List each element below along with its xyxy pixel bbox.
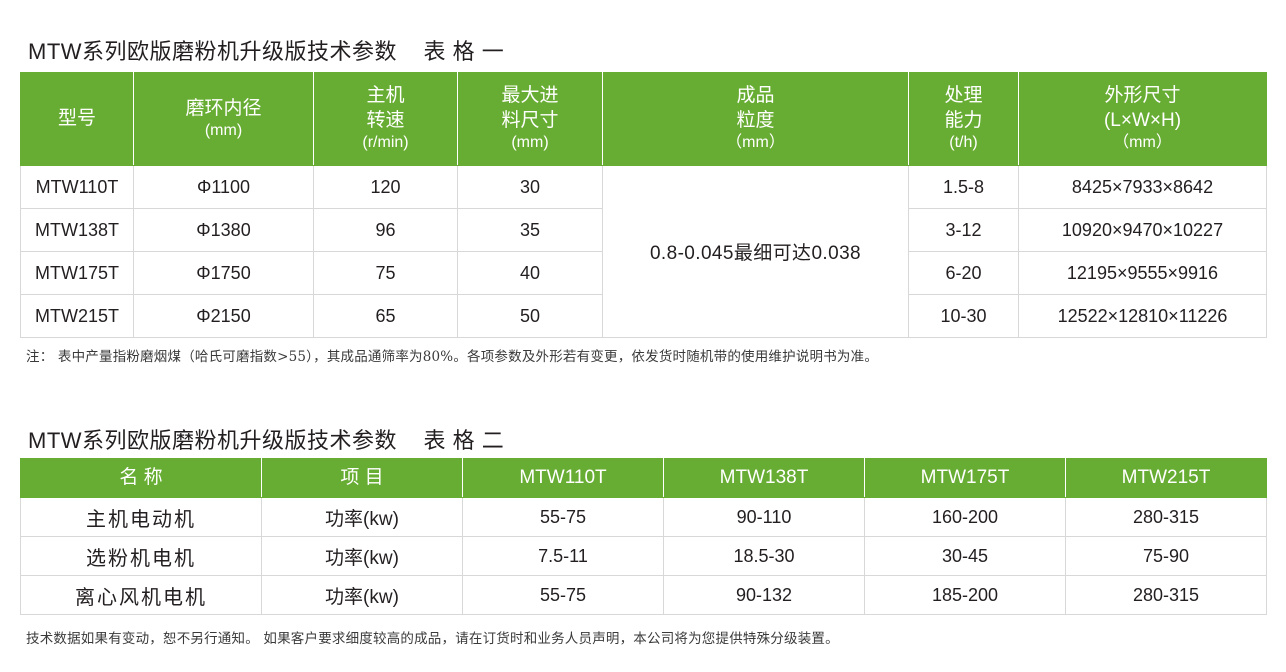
col-header-product-fineness-unit: （mm） — [726, 134, 785, 152]
table-1-header-row: 型号 磨环内径 (mm) 主机 转速 (r/min) 最大进 料尺寸 (mm) — [20, 72, 1267, 166]
cell-ring-diameter: Φ1750 — [133, 251, 314, 295]
col-header-overall-dimensions: 外形尺寸 (L×W×H) （mm） — [1018, 72, 1267, 166]
col-header-product-fineness-line1: 成品 — [736, 85, 775, 107]
cell-item: 功率(kw) — [261, 497, 463, 537]
table-2-header-row: 名 称 项 目 MTW110T MTW138T MTW175T MTW215T — [20, 458, 1267, 498]
cell-mtw138t: 18.5-30 — [663, 536, 865, 576]
table-2-title-suffix: 表 格 二 — [423, 428, 505, 453]
table-2-title-main: MTW系列欧版磨粉机升级版技术参数 — [28, 428, 398, 453]
cell-mtw175t: 185-200 — [864, 575, 1066, 615]
cell-mtw110t: 55-75 — [462, 575, 664, 615]
cell-spindle-speed: 120 — [313, 165, 458, 209]
col-header-mtw215t: MTW215T — [1065, 458, 1267, 498]
cell-capacity: 10-30 — [908, 294, 1019, 338]
cell-model: MTW138T — [20, 208, 134, 252]
cell-ring-diameter: Φ1100 — [133, 165, 314, 209]
cell-mtw110t: 7.5-11 — [462, 536, 664, 576]
table-row: MTW175T Φ1750 75 40 6-20 12195×9555×9916 — [20, 251, 1267, 295]
cell-max-feed-size: 40 — [457, 251, 603, 295]
col-header-max-feed-size: 最大进 料尺寸 (mm) — [457, 72, 603, 166]
table-row: 选粉机电机 功率(kw) 7.5-11 18.5-30 30-45 75-90 — [20, 536, 1267, 576]
table-2-title: MTW系列欧版磨粉机升级版技术参数 表 格 二 — [28, 423, 504, 455]
cell-item: 功率(kw) — [261, 575, 463, 615]
col-header-overall-dimensions-line1: 外形尺寸 — [1104, 85, 1181, 107]
cell-capacity: 1.5-8 — [908, 165, 1019, 209]
col-header-spindle-speed-unit: (r/min) — [362, 134, 409, 152]
cell-model: MTW110T — [20, 165, 134, 209]
cell-mtw215t: 75-90 — [1065, 536, 1267, 576]
col-header-capacity-line2: 能力 — [944, 109, 983, 131]
col-header-product-fineness-line2: 粒度 — [736, 109, 775, 131]
cell-mtw138t: 90-110 — [663, 497, 865, 537]
col-header-product-fineness: 成品 粒度 （mm） — [602, 72, 909, 166]
table-row: 离心风机电机 功率(kw) 55-75 90-132 185-200 280-3… — [20, 575, 1267, 615]
cell-mtw175t: 30-45 — [864, 536, 1066, 576]
table-1-title-main: MTW系列欧版磨粉机升级版技术参数 — [28, 39, 398, 64]
col-header-model-line1: 型号 — [57, 107, 96, 129]
table-1-title-suffix: 表 格 一 — [423, 39, 505, 64]
col-header-overall-dimensions-line2: (L×W×H) — [1103, 109, 1182, 131]
col-header-mtw138t: MTW138T — [663, 458, 865, 498]
col-header-item: 项 目 — [261, 458, 463, 498]
cell-max-feed-size: 50 — [457, 294, 603, 338]
cell-ring-diameter: Φ1380 — [133, 208, 314, 252]
col-header-max-feed-size-unit: (mm) — [511, 134, 549, 152]
cell-mtw215t: 280-315 — [1065, 497, 1267, 537]
col-header-spindle-speed-line2: 转速 — [366, 109, 405, 131]
col-header-mtw175t: MTW175T — [864, 458, 1066, 498]
cell-mtw138t: 90-132 — [663, 575, 865, 615]
cell-overall-dimensions: 10920×9470×10227 — [1018, 208, 1267, 252]
cell-capacity: 6-20 — [908, 251, 1019, 295]
cell-model: MTW175T — [20, 251, 134, 295]
col-header-mtw110t: MTW110T — [462, 458, 664, 498]
col-header-ring-diameter-line1: 磨环内径 — [185, 97, 262, 119]
table-row: MTW138T Φ1380 96 35 3-12 10920×9470×1022… — [20, 208, 1267, 252]
cell-max-feed-size: 35 — [457, 208, 603, 252]
cell-model: MTW215T — [20, 294, 134, 338]
cell-component-name: 离心风机电机 — [20, 575, 262, 615]
cell-overall-dimensions: 12195×9555×9916 — [1018, 251, 1267, 295]
cell-item: 功率(kw) — [261, 536, 463, 576]
col-header-overall-dimensions-unit: （mm） — [1113, 134, 1172, 152]
col-header-spindle-speed-line1: 主机 — [366, 85, 405, 107]
cell-max-feed-size: 30 — [457, 165, 603, 209]
cell-component-name: 选粉机电机 — [20, 536, 262, 576]
col-header-name: 名 称 — [20, 458, 262, 498]
col-header-capacity-unit: (t/h) — [949, 134, 978, 152]
cell-mtw215t: 280-315 — [1065, 575, 1267, 615]
col-header-spindle-speed: 主机 转速 (r/min) — [313, 72, 458, 166]
col-header-max-feed-size-line1: 最大进 — [501, 85, 559, 107]
specifications-table-1: 型号 磨环内径 (mm) 主机 转速 (r/min) 最大进 料尺寸 (mm) — [20, 72, 1267, 338]
table-2-footnote: 技术数据如果有变动，恕不另行通知。 如果客户要求细度较高的成品，请在订货时和业务… — [26, 631, 839, 647]
cell-spindle-speed: 75 — [313, 251, 458, 295]
table-1-title: MTW系列欧版磨粉机升级版技术参数 表 格 一 — [28, 34, 504, 66]
cell-mtw175t: 160-200 — [864, 497, 1066, 537]
table-row: MTW110T Φ1100 120 30 0.8-0.045最细可达0.038 … — [20, 165, 1267, 338]
cell-overall-dimensions: 12522×12810×11226 — [1018, 294, 1267, 338]
table-1-footnote: 注： 表中产量指粉磨烟煤（哈氏可磨指数>55），其成品通筛率为80%。各项参数及… — [26, 349, 879, 365]
col-header-model: 型号 — [20, 72, 134, 166]
col-header-ring-diameter-unit: (mm) — [204, 121, 243, 139]
table-row: MTW215T Φ2150 65 50 10-30 12522×12810×11… — [20, 294, 1267, 338]
cell-component-name: 主机电动机 — [20, 497, 262, 537]
specifications-table-2: 名 称 项 目 MTW110T MTW138T MTW175T MTW215T … — [20, 458, 1267, 615]
table-row: 主机电动机 功率(kw) 55-75 90-110 160-200 280-31… — [20, 497, 1267, 537]
cell-mtw110t: 55-75 — [462, 497, 664, 537]
cell-product-fineness-merged: 0.8-0.045最细可达0.038 — [602, 165, 909, 338]
col-header-capacity: 处理 能力 (t/h) — [908, 72, 1019, 166]
cell-overall-dimensions: 8425×7933×8642 — [1018, 165, 1267, 209]
cell-capacity: 3-12 — [908, 208, 1019, 252]
col-header-capacity-line1: 处理 — [944, 85, 983, 107]
cell-ring-diameter: Φ2150 — [133, 294, 314, 338]
col-header-ring-diameter: 磨环内径 (mm) — [133, 72, 314, 166]
cell-spindle-speed: 96 — [313, 208, 458, 252]
cell-spindle-speed: 65 — [313, 294, 458, 338]
col-header-max-feed-size-line2: 料尺寸 — [501, 109, 559, 131]
